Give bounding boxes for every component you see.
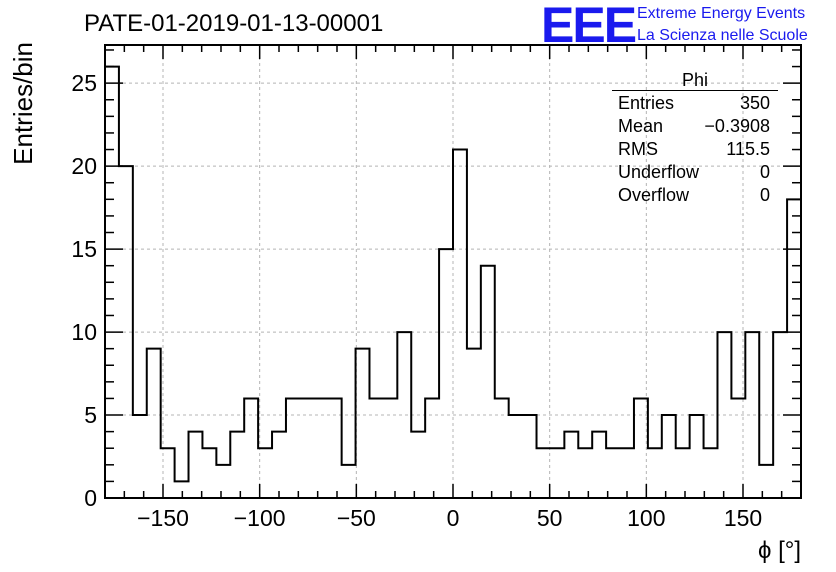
histogram-bin bbox=[731, 398, 745, 498]
stats-value: 350 bbox=[739, 93, 770, 113]
stats-label: Overflow bbox=[618, 185, 690, 205]
x-tick-label: 150 bbox=[724, 505, 762, 531]
histogram-bin bbox=[759, 465, 773, 498]
stats-label: RMS bbox=[618, 139, 658, 159]
histogram-bin bbox=[509, 415, 523, 498]
x-tick-label: −150 bbox=[137, 505, 189, 531]
histogram-bin bbox=[356, 349, 370, 498]
stats-label: Entries bbox=[618, 93, 675, 113]
stats-row-entries: Entries 350 bbox=[612, 91, 778, 114]
histogram-bin bbox=[578, 448, 592, 498]
histogram-bin bbox=[564, 432, 578, 498]
stats-row-overflow: Overflow 0 bbox=[612, 183, 778, 206]
histogram-bin bbox=[648, 448, 662, 498]
logo-line-2: La Scienza nelle Scuole bbox=[637, 27, 808, 44]
histogram-bin bbox=[369, 398, 383, 498]
histogram-bin bbox=[189, 432, 203, 498]
x-tick-label: −100 bbox=[234, 505, 286, 531]
histogram-bin bbox=[592, 432, 606, 498]
y-tick-label: 10 bbox=[71, 319, 97, 345]
stats-value: 0 bbox=[759, 185, 770, 205]
x-axis-label: ϕ [°] bbox=[758, 537, 801, 564]
histogram-bin bbox=[272, 432, 286, 498]
histogram-bin bbox=[439, 249, 453, 498]
y-tick-label: 20 bbox=[71, 153, 97, 179]
histogram-bin bbox=[676, 448, 690, 498]
histogram-bin bbox=[133, 415, 147, 498]
histogram-bin bbox=[314, 398, 328, 498]
histogram-bin bbox=[467, 349, 481, 498]
histogram-bin bbox=[216, 465, 230, 498]
y-tick-label: 25 bbox=[71, 70, 97, 96]
histogram-bin bbox=[606, 448, 620, 498]
y-tick-label: 15 bbox=[71, 236, 97, 262]
histogram-bin bbox=[550, 448, 564, 498]
histogram-bin bbox=[286, 398, 300, 498]
histogram-bin bbox=[383, 398, 397, 498]
stats-row-rms: RMS 115.5 bbox=[612, 137, 778, 160]
x-tick-label: 50 bbox=[537, 505, 563, 531]
stats-row-underflow: Underflow 0 bbox=[612, 160, 778, 183]
chart-title: PATE-01-2019-01-13-00001 bbox=[84, 10, 384, 37]
stats-row-mean: Mean −0.3908 bbox=[612, 114, 778, 137]
histogram-bin bbox=[328, 398, 342, 498]
histogram-bin bbox=[481, 266, 495, 498]
histogram-bin bbox=[523, 415, 537, 498]
histogram-bin bbox=[397, 332, 411, 498]
histogram-bin bbox=[495, 398, 509, 498]
stats-title: Phi bbox=[612, 70, 778, 91]
histogram-bin bbox=[704, 448, 718, 498]
stats-label: Underflow bbox=[618, 162, 700, 182]
histogram-bin bbox=[537, 448, 551, 498]
logo-line-1: Extreme Energy Events bbox=[637, 5, 806, 22]
histogram-bin bbox=[453, 150, 467, 498]
eee-logo: EEE bbox=[541, 0, 637, 53]
histogram-bin bbox=[147, 349, 161, 498]
histogram-bin bbox=[662, 415, 676, 498]
stats-value: −0.3908 bbox=[704, 116, 770, 136]
y-axis-label: Entries/bin bbox=[8, 42, 38, 165]
histogram-bin bbox=[411, 432, 425, 498]
x-tick-label: 0 bbox=[447, 505, 460, 531]
y-tick-label: 0 bbox=[84, 485, 97, 511]
histogram-series bbox=[104, 65, 802, 498]
x-tick-label: 100 bbox=[627, 505, 665, 531]
stats-value: 0 bbox=[759, 162, 770, 182]
stats-label: Mean bbox=[618, 116, 664, 136]
histogram-bin bbox=[342, 465, 356, 498]
histogram-bin bbox=[230, 432, 244, 498]
histogram-bin bbox=[690, 415, 704, 498]
histogram-bin bbox=[175, 481, 189, 498]
histogram-bin bbox=[634, 398, 648, 498]
histogram-bin bbox=[717, 332, 731, 498]
histogram-bin bbox=[300, 398, 314, 498]
x-tick-label: −50 bbox=[337, 505, 376, 531]
histogram-bin bbox=[425, 398, 439, 498]
histogram-bin bbox=[244, 398, 258, 498]
histogram-bin bbox=[620, 448, 634, 498]
stats-value: 115.5 bbox=[726, 139, 770, 159]
logo-caption: Extreme Energy Events La Scienza nelle S… bbox=[637, 3, 808, 47]
histogram-bin bbox=[202, 448, 216, 498]
y-tick-label: 5 bbox=[84, 402, 97, 428]
stats-box: Phi Entries 350 Mean −0.3908 RMS 115.5 U… bbox=[612, 70, 778, 206]
histogram-bin bbox=[745, 332, 759, 498]
